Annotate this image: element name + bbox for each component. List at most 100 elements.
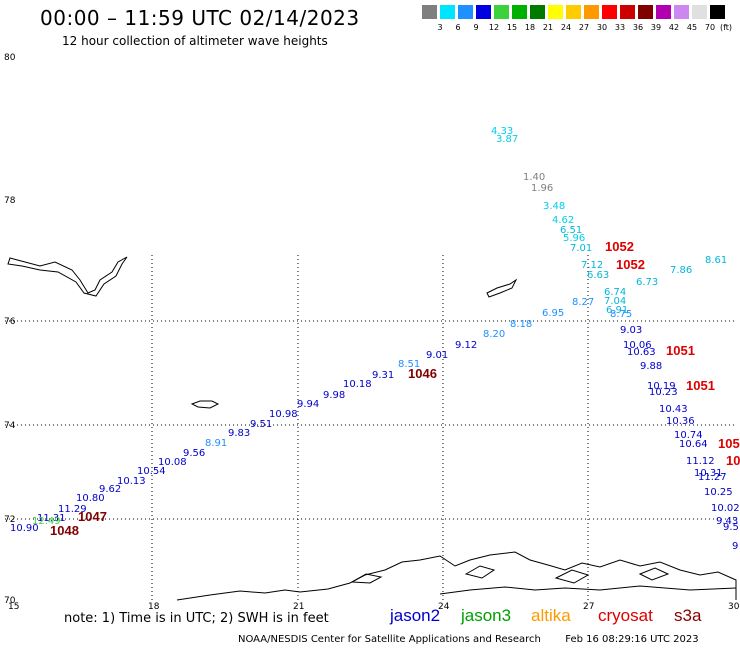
wave-height-value: 7.12 <box>581 260 603 271</box>
footer-note: note: 1) Time is in UTC; 2) SWH is in fe… <box>64 611 329 626</box>
scale-label: 30 <box>596 23 608 32</box>
legend-s3a: s3a <box>674 606 702 625</box>
coastline-segment <box>176 551 737 601</box>
scale-swatch <box>656 5 671 19</box>
pressure-value: 1051 <box>686 378 715 393</box>
wave-height-value: 10.36 <box>666 416 695 427</box>
wave-height-value: 9.12 <box>455 340 477 351</box>
scale-swatch <box>548 5 563 19</box>
scale-swatch <box>620 5 635 19</box>
scale-swatch <box>440 5 455 19</box>
scale-label: 12 <box>488 23 500 32</box>
coastline-segment <box>486 278 518 298</box>
wave-height-value: 8.91 <box>205 438 227 449</box>
wave-height-value: 10.98 <box>269 409 298 420</box>
wave-height-value: 8.27 <box>572 297 594 308</box>
wave-height-value: 9.98 <box>323 390 345 401</box>
legend-cryosat: cryosat <box>598 606 653 625</box>
scale-swatch <box>494 5 509 19</box>
wave-height-value: 10.13 <box>117 476 146 487</box>
wave-height-value: 1.40 <box>523 172 545 183</box>
scale-label: 21 <box>542 23 554 32</box>
coastline-segment <box>350 573 383 584</box>
wave-height-value: 11.31 <box>37 513 66 524</box>
scale-label: 70 <box>704 23 716 32</box>
scale-label: 27 <box>578 23 590 32</box>
latitude-label: 70 <box>4 596 16 606</box>
wave-height-value: 5.96 <box>563 233 585 244</box>
wave-height-value: 10.08 <box>158 457 187 468</box>
legend-jason2: jason2 <box>390 606 441 625</box>
pressure-value: 1048 <box>50 523 79 538</box>
credit-text: NOAA/NESDIS Center for Satellite Applica… <box>238 634 541 645</box>
coastline-segment <box>638 567 670 581</box>
scale-label: 24 <box>560 23 572 32</box>
latitude-label: 80 <box>4 53 16 63</box>
wave-height-value: 8.61 <box>705 255 727 266</box>
scale-swatch <box>638 5 653 19</box>
wave-height-value: 6.74 <box>604 287 626 298</box>
wave-height-value: 9.01 <box>426 350 448 361</box>
wave-height-value: 7.86 <box>670 265 692 276</box>
legend-jason3: jason3 <box>461 606 512 625</box>
scale-swatch <box>710 5 725 19</box>
wave-height-value: 10.80 <box>76 493 105 504</box>
latitude-label: 72 <box>4 515 15 525</box>
pressure-value: 1052 <box>605 239 634 254</box>
wave-height-value: 9.88 <box>640 361 662 372</box>
wave-height-value: 10.19 <box>647 381 676 392</box>
wave-height-value: 11.27 <box>698 472 727 483</box>
wave-height-value: 4.62 <box>552 215 574 226</box>
longitude-label: 15 <box>8 602 19 612</box>
scale-swatch <box>476 5 491 19</box>
coastline-segment <box>7 256 128 297</box>
pressure-value: 1047 <box>78 509 107 524</box>
scale-swatch <box>512 5 527 19</box>
scale-label: 9 <box>473 23 479 32</box>
coastline-segment <box>190 400 220 409</box>
generated-timestamp: Feb 16 08:29:16 UTC 2023 <box>565 634 699 645</box>
map-subtitle: 12 hour collection of altimeter wave hei… <box>62 34 328 48</box>
scale-swatch <box>674 5 689 19</box>
wave-height-value: 6.91 <box>606 305 628 316</box>
wave-height-value: 12.49 <box>32 516 61 527</box>
latitude-label: 76 <box>4 317 16 327</box>
wave-height-value: 6.95 <box>542 308 564 319</box>
longitude-label: 27 <box>583 602 594 612</box>
pressure-value: 10 <box>726 453 740 468</box>
wave-height-value: 10.74 <box>674 430 703 441</box>
wave-height-value: 8.51 <box>398 359 420 370</box>
legend-altika: altika <box>531 606 571 625</box>
scale-swatch <box>530 5 545 19</box>
wave-height-value: 1.96 <box>531 183 553 194</box>
wave-height-value: 10.02 <box>711 503 740 514</box>
scale-label: 39 <box>650 23 662 32</box>
latitude-label: 74 <box>4 421 16 431</box>
footer-credit: NOAA/NESDIS Center for Satellite Applica… <box>238 634 699 645</box>
scale-swatch <box>458 5 473 19</box>
wave-height-value: 9.43 <box>716 516 738 527</box>
wave-height-value: 10.43 <box>659 404 688 415</box>
scale-swatch <box>602 5 617 19</box>
longitude-label: 18 <box>148 602 160 612</box>
wave-height-value: 9.62 <box>99 484 121 495</box>
scale-swatch <box>584 5 599 19</box>
scale-label: 45 <box>686 23 698 32</box>
wave-height-value: 7.01 <box>570 243 592 254</box>
map-title: 00:00 – 11:59 UTC 02/14/2023 <box>40 6 360 30</box>
scale-label: 15 <box>506 23 518 32</box>
pressure-value: 105 <box>718 436 740 451</box>
wave-height-value: 11.29 <box>58 504 87 515</box>
wave-height-value: 6.73 <box>636 277 658 288</box>
scale-unit: (ft) <box>719 23 733 32</box>
wave-height-value: 8.75 <box>610 309 632 320</box>
wave-height-value: 9 <box>732 541 738 552</box>
scale-label: 3 <box>437 23 443 32</box>
wave-height-observations: 10.9011.3111.2910.809.6210.1310.5410.089… <box>10 126 740 552</box>
wave-height-value: 10.64 <box>679 439 708 450</box>
wave-height-value: 3.48 <box>543 201 565 212</box>
wave-height-value: 9.03 <box>620 325 642 336</box>
latitude-label: 78 <box>4 196 16 206</box>
wave-height-value: 4.33 <box>491 126 513 137</box>
